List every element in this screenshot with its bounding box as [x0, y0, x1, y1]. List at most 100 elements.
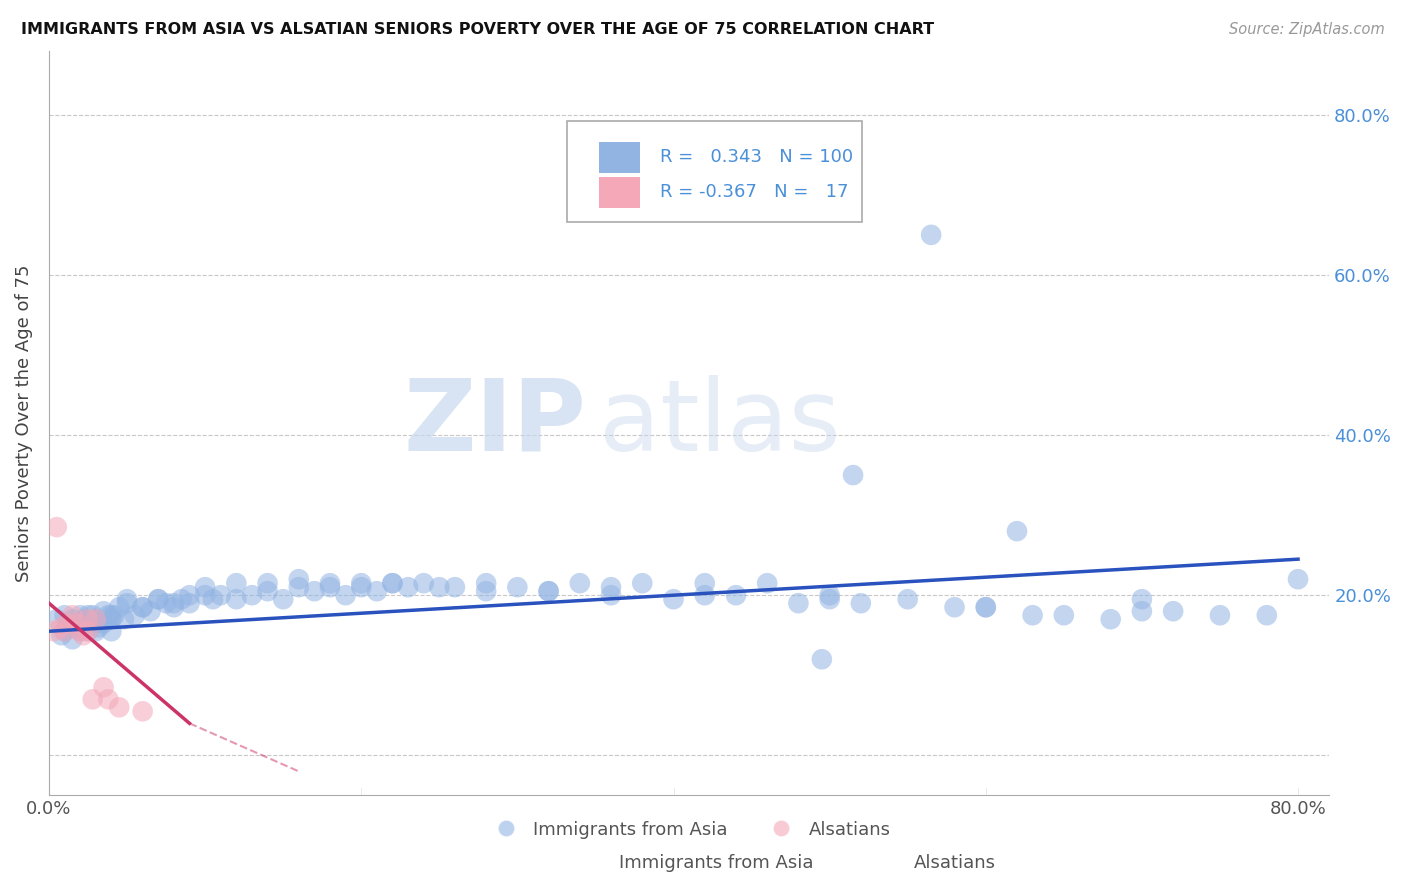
Point: [288, 580, 311, 594]
Point: [115, 596, 138, 610]
Point: [60, 620, 83, 634]
Point: [84, 612, 107, 626]
Point: [51, 620, 73, 634]
Point: [72, 612, 94, 626]
Point: [1209, 608, 1232, 623]
Point: [155, 596, 177, 610]
Point: [1256, 608, 1278, 623]
Point: [506, 580, 529, 594]
Point: [444, 580, 467, 594]
Point: [108, 700, 131, 714]
Point: [256, 576, 278, 591]
Point: [53, 608, 76, 623]
Point: [1286, 572, 1309, 586]
Point: [84, 624, 107, 639]
FancyBboxPatch shape: [568, 121, 862, 222]
Text: IMMIGRANTS FROM ASIA VS ALSATIAN SENIORS POVERTY OVER THE AGE OF 75 CORRELATION : IMMIGRANTS FROM ASIA VS ALSATIAN SENIORS…: [21, 22, 934, 37]
Point: [69, 616, 91, 631]
Point: [131, 600, 153, 615]
Point: [97, 692, 120, 706]
Point: [87, 620, 110, 634]
Text: Immigrants from Asia: Immigrants from Asia: [619, 855, 813, 872]
Point: [974, 600, 997, 615]
Point: [163, 600, 186, 615]
Point: [662, 592, 685, 607]
Point: [201, 592, 224, 607]
Point: [77, 612, 100, 626]
Point: [194, 580, 217, 594]
Point: [69, 624, 91, 639]
Point: [271, 592, 294, 607]
Point: [100, 608, 122, 623]
Point: [920, 227, 942, 242]
Legend: Immigrants from Asia, Alsatians: Immigrants from Asia, Alsatians: [481, 814, 898, 846]
FancyBboxPatch shape: [599, 177, 641, 208]
Point: [756, 576, 779, 591]
Point: [77, 624, 100, 639]
Point: [131, 704, 153, 718]
Point: [811, 652, 834, 666]
Point: [53, 624, 76, 639]
Text: R =   0.343   N = 100: R = 0.343 N = 100: [659, 148, 853, 166]
Point: [66, 620, 89, 634]
Point: [60, 612, 83, 626]
Point: [240, 588, 263, 602]
Point: [103, 608, 125, 623]
Point: [1053, 608, 1076, 623]
Y-axis label: Seniors Poverty Over the Age of 75: Seniors Poverty Over the Age of 75: [15, 264, 32, 582]
Point: [475, 584, 498, 599]
Point: [335, 588, 357, 602]
Text: ZIP: ZIP: [404, 375, 586, 472]
Point: [350, 580, 373, 594]
Point: [45, 520, 67, 534]
Point: [100, 612, 122, 626]
Point: [842, 468, 865, 483]
Point: [124, 608, 146, 623]
Point: [225, 576, 247, 591]
Point: [53, 624, 76, 639]
Point: [943, 600, 966, 615]
Point: [93, 616, 115, 631]
Point: [897, 592, 920, 607]
Point: [108, 600, 131, 615]
Point: [396, 580, 419, 594]
Point: [77, 624, 100, 639]
Point: [1021, 608, 1043, 623]
Point: [600, 588, 623, 602]
Point: [600, 580, 623, 594]
Point: [84, 612, 107, 626]
Point: [319, 576, 342, 591]
Point: [51, 628, 73, 642]
Point: [849, 596, 872, 610]
Point: [319, 580, 342, 594]
Point: [1099, 612, 1122, 626]
Point: [209, 588, 232, 602]
Point: [56, 616, 79, 631]
Point: [112, 612, 135, 626]
Point: [366, 584, 388, 599]
Point: [537, 584, 560, 599]
Point: [170, 592, 193, 607]
Point: [381, 576, 404, 591]
Point: [288, 572, 311, 586]
Point: [163, 596, 186, 610]
Point: [974, 600, 997, 615]
Point: [412, 576, 434, 591]
Text: Alsatians: Alsatians: [914, 855, 995, 872]
Point: [179, 596, 201, 610]
Point: [475, 576, 498, 591]
FancyBboxPatch shape: [599, 142, 641, 173]
Point: [350, 576, 373, 591]
Point: [1130, 592, 1153, 607]
Point: [1161, 604, 1184, 618]
Point: [100, 624, 122, 639]
Point: [69, 624, 91, 639]
Point: [77, 608, 100, 623]
Point: [148, 592, 170, 607]
Point: [69, 608, 91, 623]
Point: [66, 616, 89, 631]
Point: [1130, 604, 1153, 618]
Point: [818, 592, 841, 607]
Point: [60, 632, 83, 647]
Point: [77, 616, 100, 631]
